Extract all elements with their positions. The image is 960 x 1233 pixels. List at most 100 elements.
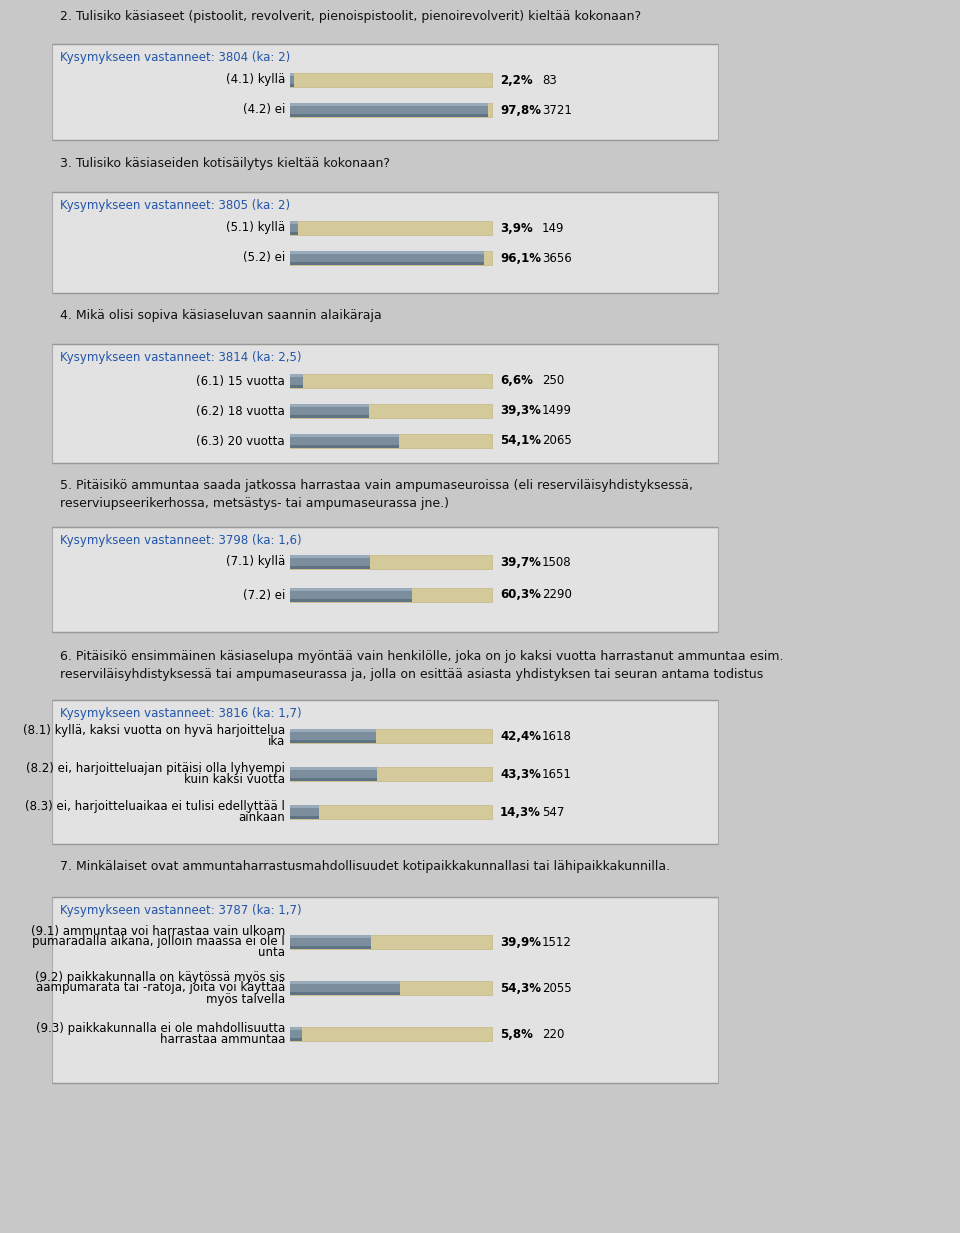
Bar: [290, 404, 492, 418]
Text: 97,8%: 97,8%: [500, 104, 541, 116]
Bar: [290, 232, 298, 236]
Text: äampumarata tai -ratoja, joita voi käyttää: äampumarata tai -ratoja, joita voi käytt…: [36, 981, 285, 995]
Text: 547: 547: [542, 805, 564, 819]
Text: 1651: 1651: [542, 767, 572, 780]
Text: 250: 250: [542, 375, 564, 387]
Text: 42,4%: 42,4%: [500, 730, 541, 742]
Bar: [290, 104, 488, 106]
Text: 149: 149: [542, 222, 564, 234]
Bar: [290, 385, 303, 388]
Bar: [52, 192, 718, 293]
Bar: [290, 816, 319, 819]
Text: Kysymykseen vastanneet: 3816 (ka: 1,7): Kysymykseen vastanneet: 3816 (ka: 1,7): [60, 707, 301, 720]
Bar: [290, 252, 484, 265]
Bar: [290, 740, 375, 743]
Bar: [290, 73, 295, 76]
Text: 39,7%: 39,7%: [500, 556, 540, 568]
Text: harrastaa ammuntaa: harrastaa ammuntaa: [159, 1033, 285, 1046]
Bar: [290, 252, 484, 254]
Text: ainkaan: ainkaan: [238, 811, 285, 824]
Text: myös talvella: myös talvella: [205, 993, 285, 1005]
Bar: [290, 729, 375, 743]
Bar: [290, 981, 399, 984]
Text: 2290: 2290: [542, 588, 572, 602]
Bar: [290, 221, 298, 224]
Bar: [290, 729, 492, 743]
Text: (4.2) ei: (4.2) ei: [243, 104, 285, 116]
Bar: [290, 805, 492, 819]
Text: (6.1) 15 vuotta: (6.1) 15 vuotta: [196, 375, 285, 387]
Text: 3,9%: 3,9%: [500, 222, 533, 234]
Bar: [290, 374, 492, 388]
Bar: [290, 252, 492, 265]
Bar: [290, 566, 371, 568]
Bar: [290, 1027, 301, 1030]
Bar: [290, 374, 303, 377]
Text: (5.1) kyllä: (5.1) kyllä: [226, 222, 285, 234]
Bar: [52, 896, 718, 1083]
Bar: [290, 104, 492, 117]
Text: unta: unta: [258, 947, 285, 959]
Text: (9.2) paikkakunnalla on käytössä myös sis: (9.2) paikkakunnalla on käytössä myös si…: [35, 970, 285, 984]
Text: (8.3) ei, harjoitteluaikaa ei tulisi edellyttää l: (8.3) ei, harjoitteluaikaa ei tulisi ede…: [25, 800, 285, 813]
Bar: [290, 555, 371, 559]
Text: Kysymykseen vastanneet: 3805 (ka: 2): Kysymykseen vastanneet: 3805 (ka: 2): [60, 199, 290, 212]
Bar: [290, 434, 492, 448]
Bar: [290, 778, 377, 780]
Text: (5.2) ei: (5.2) ei: [243, 252, 285, 265]
Bar: [290, 221, 298, 236]
Text: Kysymykseen vastanneet: 3798 (ka: 1,6): Kysymykseen vastanneet: 3798 (ka: 1,6): [60, 534, 301, 547]
Text: (8.1) kyllä, kaksi vuotta on hyvä harjoittelua: (8.1) kyllä, kaksi vuotta on hyvä harjoi…: [23, 724, 285, 737]
Bar: [290, 981, 492, 995]
Bar: [290, 805, 319, 808]
Bar: [290, 588, 492, 602]
Bar: [290, 1027, 492, 1041]
Text: 3656: 3656: [542, 252, 572, 265]
Bar: [290, 416, 370, 418]
Text: 6,6%: 6,6%: [500, 375, 533, 387]
Text: ika: ika: [268, 735, 285, 748]
Bar: [290, 935, 492, 949]
Bar: [290, 73, 295, 88]
Bar: [290, 981, 399, 995]
Text: 2065: 2065: [542, 434, 572, 448]
Bar: [290, 588, 412, 602]
Text: 1508: 1508: [542, 556, 571, 568]
Text: (4.1) kyllä: (4.1) kyllä: [226, 74, 285, 86]
Bar: [290, 404, 370, 418]
Bar: [290, 113, 488, 117]
Text: kuin kaksi vuotta: kuin kaksi vuotta: [184, 773, 285, 785]
Text: 4. Mikä olisi sopiva käsiaseluvan saannin alaikäraja: 4. Mikä olisi sopiva käsiaseluvan saanni…: [60, 309, 382, 322]
Bar: [290, 555, 371, 568]
Text: (9.1) ammuntaa voi harrastaa vain ulkoam: (9.1) ammuntaa voi harrastaa vain ulkoam: [31, 925, 285, 937]
Text: 54,1%: 54,1%: [500, 434, 541, 448]
Text: Kysymykseen vastanneet: 3787 (ka: 1,7): Kysymykseen vastanneet: 3787 (ka: 1,7): [60, 904, 301, 917]
Bar: [52, 526, 718, 633]
Bar: [290, 935, 371, 949]
Text: 2055: 2055: [542, 981, 571, 995]
Text: 6. Pitäisikö ensimmäinen käsiaselupa myöntää vain henkilölle, joka on jo kaksi v: 6. Pitäisikö ensimmäinen käsiaselupa myö…: [60, 650, 783, 681]
Bar: [290, 73, 492, 88]
Bar: [290, 767, 377, 771]
Bar: [290, 434, 399, 436]
Bar: [290, 261, 484, 265]
Text: 39,3%: 39,3%: [500, 404, 540, 418]
Text: 7. Minkälaiset ovat ammuntaharrastusmahdollisuudet kotipaikkakunnallasi tai lähi: 7. Minkälaiset ovat ammuntaharrastusmahd…: [60, 859, 670, 873]
Text: 5. Pitäisikö ammuntaa saada jatkossa harrastaa vain ampumaseuroissa (eli reservi: 5. Pitäisikö ammuntaa saada jatkossa har…: [60, 478, 693, 510]
Text: 1499: 1499: [542, 404, 572, 418]
Bar: [52, 344, 718, 464]
Text: Kysymykseen vastanneet: 3804 (ka: 2): Kysymykseen vastanneet: 3804 (ka: 2): [60, 51, 290, 64]
Bar: [290, 729, 375, 732]
Text: 3721: 3721: [542, 104, 572, 116]
Text: 1618: 1618: [542, 730, 572, 742]
Bar: [290, 404, 370, 407]
Bar: [290, 991, 399, 995]
Bar: [290, 599, 412, 602]
Text: (9.3) paikkakunnalla ei ole mahdollisuutta: (9.3) paikkakunnalla ei ole mahdollisuut…: [36, 1022, 285, 1034]
Bar: [52, 44, 718, 141]
Text: 96,1%: 96,1%: [500, 252, 541, 265]
Text: 43,3%: 43,3%: [500, 767, 540, 780]
Bar: [290, 445, 399, 448]
Text: (6.3) 20 vuotta: (6.3) 20 vuotta: [197, 434, 285, 448]
Bar: [290, 434, 399, 448]
